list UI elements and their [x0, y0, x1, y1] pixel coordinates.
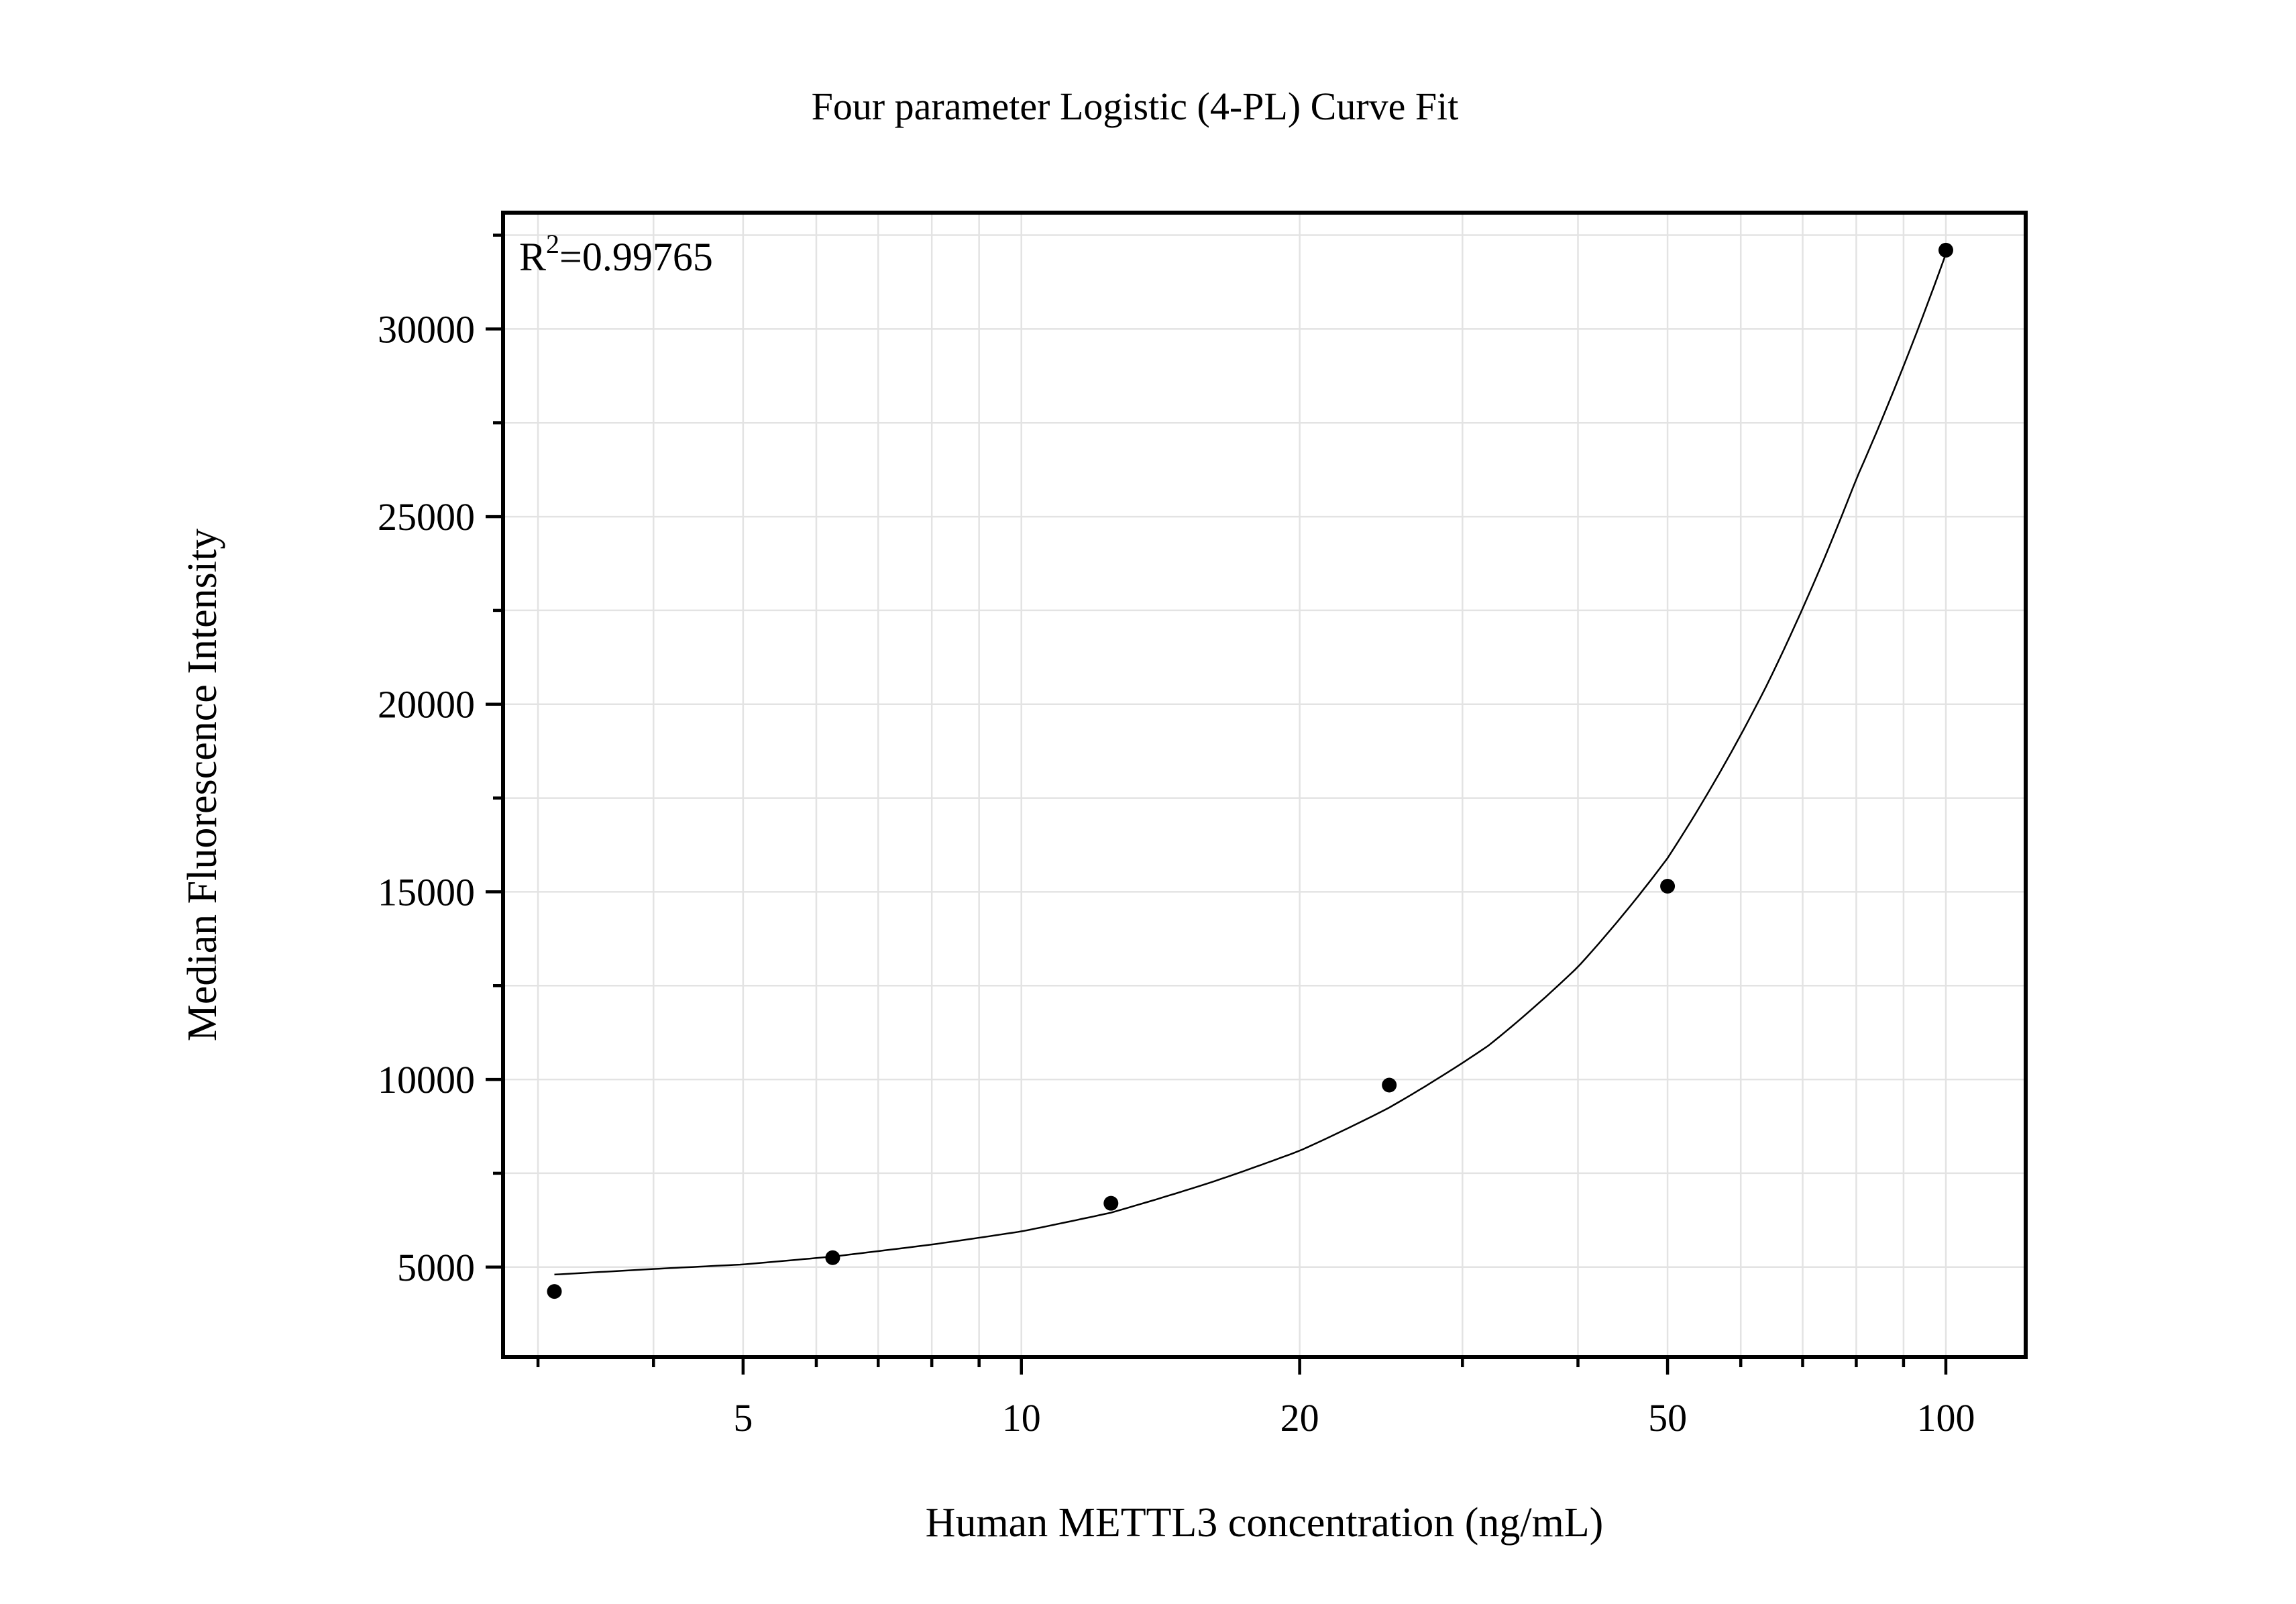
data-point — [825, 1250, 840, 1265]
x-axis-label: Human METTL3 concentration (ng/mL) — [926, 1500, 1604, 1546]
data-points — [547, 242, 1953, 1299]
x-tick-label: 20 — [1280, 1396, 1319, 1440]
r2-label: R — [519, 235, 546, 279]
gridlines — [503, 213, 2026, 1357]
y-tick-label: 15000 — [378, 870, 475, 914]
y-tick-label: 10000 — [378, 1058, 475, 1102]
data-point — [1660, 879, 1676, 894]
data-point — [1938, 242, 1953, 258]
fit-curve — [554, 254, 1947, 1276]
data-point — [1103, 1195, 1119, 1211]
x-tick-label: 50 — [1648, 1396, 1687, 1440]
x-tick-label: 5 — [733, 1396, 753, 1440]
x-axis: 5 10 20 50 100 — [733, 1357, 1975, 1440]
y-tick-label: 20000 — [378, 683, 475, 727]
plot-frame — [501, 211, 2028, 1359]
r2-value: =0.99765 — [559, 235, 713, 279]
x-tick-label: 10 — [1002, 1396, 1041, 1440]
r2-superscript: 2 — [546, 229, 559, 259]
x-tick-label: 100 — [1916, 1396, 1975, 1440]
y-tick-label: 25000 — [378, 495, 475, 539]
r2-annotation: R2=0.99765 — [519, 229, 713, 279]
data-point — [1382, 1077, 1397, 1093]
y-tick-label: 5000 — [397, 1246, 475, 1289]
data-point — [547, 1284, 562, 1299]
y-axis: 5000 10000 15000 20000 25000 30000 — [378, 307, 503, 1289]
y-tick-label: 30000 — [378, 307, 475, 351]
chart-title: Four parameter Logistic (4-PL) Curve Fit — [812, 85, 1459, 128]
y-axis-label: Median Fluorescence Intensity — [180, 529, 225, 1041]
